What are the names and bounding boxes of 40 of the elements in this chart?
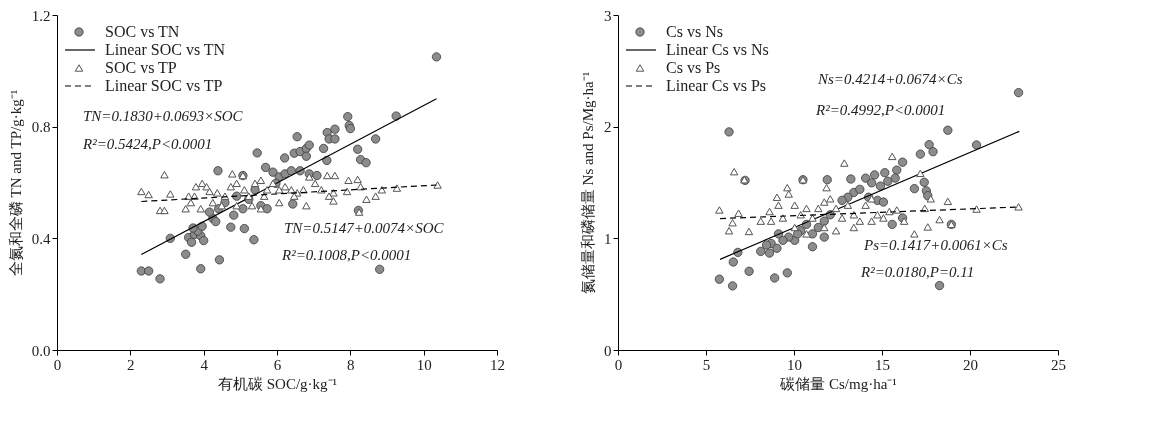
x-tick-label: 0 bbox=[53, 356, 62, 373]
x-axis-title: 有机碳 SOC/g·kg⁻¹ bbox=[217, 375, 338, 392]
y-tick-label: 1.2 bbox=[31, 7, 51, 24]
legend-label: Linear Cs vs Ps bbox=[666, 77, 766, 94]
y-tick-label: 0.4 bbox=[31, 230, 51, 247]
x-tick-label: 10 bbox=[787, 356, 802, 373]
x-tick-label: 8 bbox=[347, 356, 355, 373]
legend-label: Cs vs Ps bbox=[666, 59, 721, 76]
annotation: Ns=0.4214+0.0674×Cs bbox=[817, 71, 963, 87]
x-tick-label: 10 bbox=[416, 356, 432, 373]
annotation: R²=0.4992,P<0.0001 bbox=[815, 102, 946, 118]
legend-label: Cs vs Ns bbox=[666, 23, 723, 40]
y-tick-label: 3 bbox=[604, 7, 612, 24]
legend-label: Linear Cs vs Ns bbox=[666, 41, 769, 58]
x-tick-label: 12 bbox=[490, 356, 505, 373]
x-axis-title: 碳储量 Cs/mg·ha⁻¹ bbox=[779, 375, 897, 392]
y-tick-label: 0 bbox=[604, 342, 612, 359]
x-tick-label: 2 bbox=[127, 356, 135, 373]
y-tick-label: 0.8 bbox=[31, 119, 51, 136]
annotation: R²=0.0180,P=0.11 bbox=[860, 264, 975, 280]
legend-label: SOC vs TP bbox=[105, 59, 177, 76]
legend-label: SOC vs TN bbox=[105, 23, 180, 40]
x-tick-label: 5 bbox=[702, 356, 711, 373]
x-tick-label: 15 bbox=[875, 356, 890, 373]
annotation: R²=0.5424,P<0.0001 bbox=[82, 136, 213, 152]
y-tick-label: 0.0 bbox=[31, 342, 51, 359]
x-tick-label: 6 bbox=[273, 356, 282, 373]
annotation: TN=0.5147+0.0074×SOC bbox=[284, 220, 445, 236]
legend-label: Linear SOC vs TN bbox=[105, 41, 226, 58]
legend-label: Linear SOC vs TP bbox=[105, 77, 223, 94]
x-tick-label: 4 bbox=[200, 356, 209, 373]
x-tick-label: 20 bbox=[963, 356, 978, 373]
y-axis-title: 氮储量和磷储量 Ns and Ps/Mg·ha⁻¹ bbox=[580, 71, 596, 295]
y-axis-title: 全氮和全磷 TN and TP/g·kg⁻¹ bbox=[7, 89, 24, 277]
x-tick-label: 25 bbox=[1051, 356, 1066, 373]
annotation: R²=0.1008,P<0.0001 bbox=[281, 247, 412, 263]
y-tick-label: 1 bbox=[604, 230, 612, 247]
y-tick-label: 2 bbox=[604, 119, 612, 136]
annotation: TN=0.1830+0.0693×SOC bbox=[83, 108, 244, 124]
annotation: Ps=0.1417+0.0061×Cs bbox=[863, 237, 1008, 253]
